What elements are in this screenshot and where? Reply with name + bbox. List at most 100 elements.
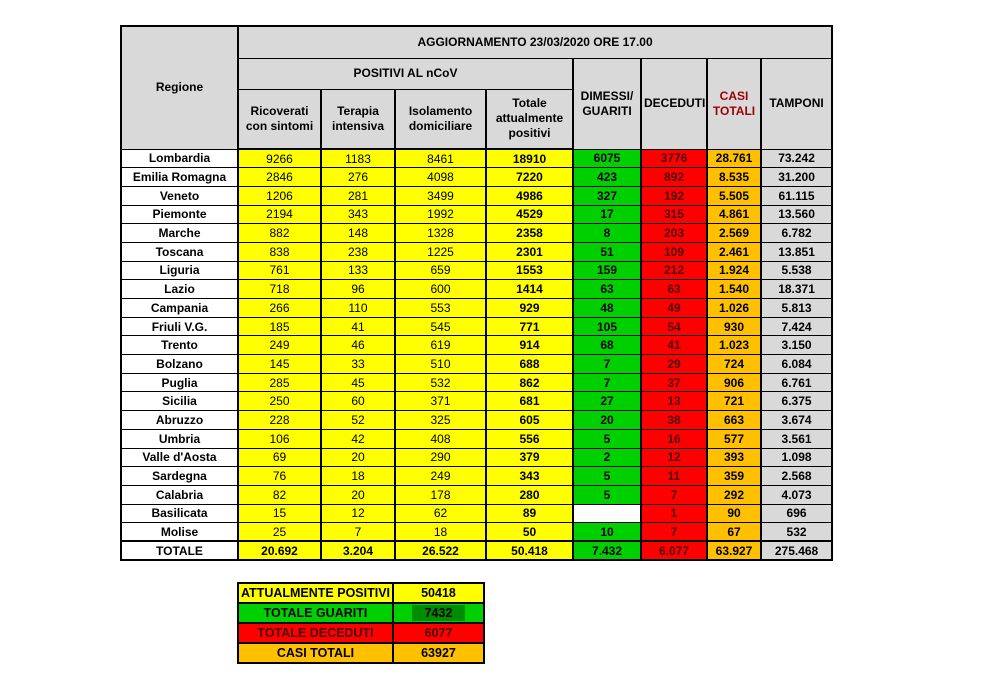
- value-cell: 553: [394, 298, 487, 318]
- table-row: Emilia Romagna 2846 276 4098 7220 423 892 8.535…: [120, 167, 834, 187]
- value-cell: 2: [572, 447, 642, 468]
- value-cell: 1.026: [706, 298, 762, 318]
- table-row: Puglia 285 45 532 862 7 37 906 6.761: [120, 372, 834, 393]
- value-cell: 5: [572, 466, 642, 486]
- value-cell: 838: [237, 241, 322, 262]
- region-cell: Sardegna: [120, 466, 239, 486]
- value-cell: 7220: [485, 167, 574, 187]
- table-row: Basilicata 15 12 62 89 1 90 696: [120, 503, 834, 524]
- summary-value: 7432: [392, 602, 485, 624]
- value-cell: 532: [394, 372, 487, 393]
- value-cell: 2358: [485, 223, 574, 243]
- value-cell: 203: [640, 223, 708, 243]
- value-cell: 423: [572, 167, 642, 187]
- value-cell: 145: [237, 354, 322, 374]
- col-header-ricoverati: Ricoverati con sintomi: [237, 88, 322, 150]
- value-cell: 26.522: [394, 540, 487, 561]
- value-cell: 1328: [394, 223, 487, 243]
- value-cell: 192: [640, 185, 708, 206]
- table-row: Piemonte 2194 343 1992 4529 17 315 4.861 13.560: [120, 204, 834, 225]
- value-cell: 13.560: [759, 204, 834, 225]
- value-cell: 906: [706, 372, 762, 393]
- value-cell: 18910: [485, 148, 574, 169]
- value-cell: 862: [485, 372, 574, 393]
- value-cell: 556: [485, 428, 574, 449]
- value-cell: 106: [237, 428, 322, 449]
- value-cell: 3.674: [759, 410, 834, 430]
- value-cell: 1.924: [706, 260, 762, 281]
- table-row: Abruzzo 228 52 325 605 20 38 663 3.674: [120, 410, 834, 430]
- region-cell: TOTALE: [120, 540, 239, 561]
- value-cell: 3.150: [759, 335, 834, 356]
- summary-row-casi-totali: CASI TOTALI 63927: [237, 642, 485, 664]
- value-cell: 4529: [485, 204, 574, 225]
- region-cell: Trento: [120, 335, 239, 356]
- value-cell: 2301: [485, 241, 574, 262]
- value-cell: 76: [237, 466, 322, 486]
- value-cell: 771: [485, 316, 574, 337]
- summary-value: 50418: [392, 582, 485, 604]
- value-cell: 73.242: [759, 148, 834, 169]
- col-header-terapia-intensiva: Terapia intensiva: [320, 88, 396, 150]
- value-cell: 109: [640, 241, 708, 262]
- value-cell: 1.540: [706, 279, 762, 299]
- value-cell: 18: [394, 522, 487, 542]
- value-cell: 280: [485, 484, 574, 505]
- value-cell: 600: [394, 279, 487, 299]
- value-cell: 51: [572, 241, 642, 262]
- value-cell: 133: [320, 260, 396, 281]
- value-cell: 1553: [485, 260, 574, 281]
- value-cell: 12: [320, 503, 396, 524]
- region-cell: Molise: [120, 522, 239, 542]
- region-cell: Sicilia: [120, 391, 239, 412]
- value-cell: 178: [394, 484, 487, 505]
- value-cell: 13.851: [759, 241, 834, 262]
- value-cell: 7.432: [572, 540, 642, 561]
- value-cell: 16: [640, 428, 708, 449]
- value-cell: 33: [320, 354, 396, 374]
- value-cell: 761: [237, 260, 322, 281]
- table-row: Toscana 838 238 1225 2301 51 109 2.461 13.851: [120, 241, 834, 262]
- region-cell: Veneto: [120, 185, 239, 206]
- value-cell: 914: [485, 335, 574, 356]
- value-cell: 2846: [237, 167, 322, 187]
- value-cell: 18.371: [759, 279, 834, 299]
- value-cell: 63: [640, 279, 708, 299]
- value-cell: 5: [572, 484, 642, 505]
- value-cell: 393: [706, 447, 762, 468]
- value-cell: 5: [572, 428, 642, 449]
- col-header-tamponi: TAMPONI: [759, 57, 834, 150]
- value-cell: 5.538: [759, 260, 834, 281]
- value-cell: 10: [572, 522, 642, 542]
- value-cell: 1.098: [759, 447, 834, 468]
- value-cell: 29: [640, 354, 708, 374]
- value-cell: 721: [706, 391, 762, 412]
- value-cell: 929: [485, 298, 574, 318]
- table-row: Campania 266 110 553 929 48 49 1.026 5.813: [120, 298, 834, 318]
- value-cell: 281: [320, 185, 396, 206]
- value-cell: 69: [237, 447, 322, 468]
- value-cell: 6.077: [640, 540, 708, 561]
- value-cell: 63.927: [706, 540, 762, 561]
- value-cell: 6075: [572, 148, 642, 169]
- value-cell: 52: [320, 410, 396, 430]
- value-cell: 882: [237, 223, 322, 243]
- value-cell: 3.561: [759, 428, 834, 449]
- summary-row-attualmente-positivi: ATTUALMENTE POSITIVI 50418: [237, 582, 485, 604]
- table-row: Friuli V.G. 185 41 545 771 105 54 930 7.424: [120, 316, 834, 337]
- value-cell: 371: [394, 391, 487, 412]
- value-cell: 315: [640, 204, 708, 225]
- table-row: Sardegna 76 18 249 343 5 11 359 2.568: [120, 466, 834, 486]
- value-cell: 9266: [237, 148, 322, 169]
- value-cell: 3499: [394, 185, 487, 206]
- value-cell: 1206: [237, 185, 322, 206]
- value-cell: 105: [572, 316, 642, 337]
- summary-label: TOTALE GUARITI: [237, 602, 394, 624]
- value-cell: 292: [706, 484, 762, 505]
- region-cell: Valle d'Aosta: [120, 447, 239, 468]
- value-cell: 532: [759, 522, 834, 542]
- value-cell: 325: [394, 410, 487, 430]
- value-cell: 28.761: [706, 148, 762, 169]
- value-cell: 12: [640, 447, 708, 468]
- value-cell: 7: [640, 522, 708, 542]
